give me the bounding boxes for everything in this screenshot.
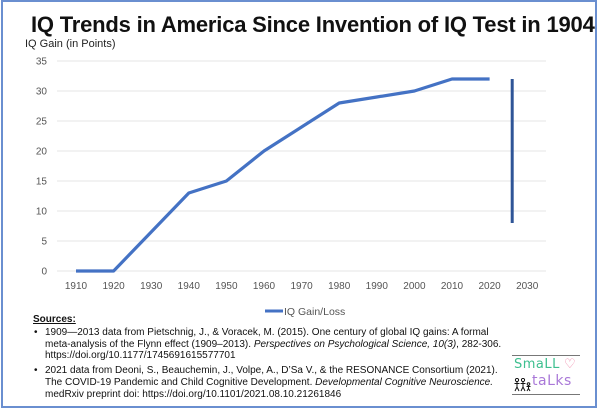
source-item: 1909—2013 data from Pietschnig, J., & Vo… <box>34 326 513 362</box>
sources-section: Sources: 1909—2013 data from Pietschnig,… <box>33 314 513 404</box>
x-tick-label: 1930 <box>140 281 163 292</box>
y-tick-labels: 0 5 10 15 20 25 30 35 <box>36 57 48 278</box>
source-text: medRxiv preprint doi: https://doi.org/10… <box>45 388 342 400</box>
people-icon <box>514 378 531 392</box>
y-tick-label: 25 <box>36 117 48 128</box>
y-tick-label: 15 <box>36 177 48 188</box>
source-text: 1909—2013 data from Pietschnig, J., & Vo… <box>45 326 489 350</box>
small-talks-logo: SmaLL ♡ taLks <box>512 355 580 395</box>
y-tick-label: 35 <box>36 57 48 68</box>
y-tick-label: 30 <box>36 87 48 98</box>
y-tick-label: 20 <box>36 147 48 158</box>
x-tick-label: 2030 <box>516 281 539 292</box>
x-tick-label: 2000 <box>403 281 426 292</box>
x-tick-label: 1980 <box>328 281 351 292</box>
source-item: 2021 data from Deoni, S., Beauchemin, J.… <box>34 365 513 400</box>
y-axis-label: IQ Gain (in Points) <box>25 38 116 50</box>
series-line-iq-gain-loss <box>76 77 490 273</box>
y-tick-label: 10 <box>36 207 48 218</box>
x-tick-label: 2010 <box>441 281 464 292</box>
x-tick-label: 1940 <box>178 281 201 292</box>
gridlines <box>57 60 546 272</box>
x-tick-label: 1950 <box>215 281 238 292</box>
source-text: 2021 data from Deoni, S., Beauchemin, J.… <box>45 365 498 388</box>
x-tick-label: 1910 <box>65 281 88 292</box>
x-tick-labels: 1910 1920 1930 1940 1950 1960 1970 1980 1990 2000… <box>65 281 539 292</box>
y-tick-label: 0 <box>41 267 47 278</box>
source-text: , 282-306. https://doi.org/10.1177/17456… <box>45 338 502 362</box>
x-tick-label: 1920 <box>102 281 125 292</box>
chart-title: IQ Trends in America Since Invention of … <box>31 12 595 37</box>
y-tick-label: 5 <box>41 237 47 248</box>
logo-word-talks: taLks <box>532 373 572 389</box>
sources-heading: Sources: <box>33 314 76 325</box>
x-tick-label: 2020 <box>478 281 501 292</box>
legend-label: IQ Gain/Loss <box>284 306 345 318</box>
x-tick-label: 1970 <box>290 281 313 292</box>
x-tick-label: 1960 <box>253 281 276 292</box>
heart-icon: ♡ <box>564 356 576 371</box>
sources-list: 1909—2013 data from Pietschnig, J., & Vo… <box>33 327 513 401</box>
series-lines <box>76 77 514 273</box>
source-journal: Developmental Cognitive Neuroscience. <box>315 376 494 388</box>
x-tick-label: 1990 <box>366 281 389 292</box>
source-journal: Perspectives on Psychological Science, 1… <box>253 338 457 350</box>
logo-word-small: SmaLL <box>514 357 560 372</box>
legend: IQ Gain/Loss <box>265 306 345 318</box>
